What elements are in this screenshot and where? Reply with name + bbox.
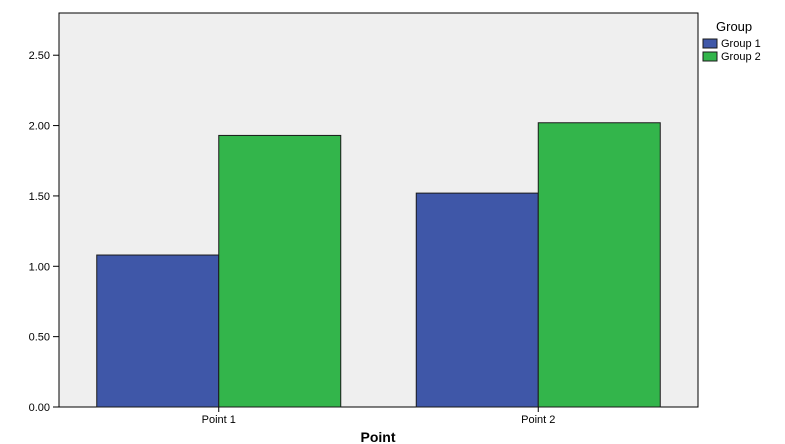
y-tick-label: 2.00 bbox=[29, 121, 50, 133]
x-tick-label: Point 1 bbox=[202, 414, 236, 426]
legend-swatch-group-2 bbox=[702, 51, 718, 62]
bar-group-2-point-2 bbox=[537, 122, 661, 408]
bars-layer bbox=[96, 122, 661, 408]
y-axis: 0.00 0.50 1.00 1.50 2.00 2.50 bbox=[29, 50, 59, 414]
legend-title: Group bbox=[716, 19, 752, 34]
y-tick-label: 1.00 bbox=[29, 261, 50, 273]
x-axis: Point 1 Point 2 bbox=[202, 407, 555, 426]
bar-group-1-point-1 bbox=[96, 254, 220, 408]
x-axis-title: Point bbox=[361, 429, 396, 444]
y-tick-label: 0.00 bbox=[29, 402, 50, 414]
legend-label-group-1: Group 1 bbox=[721, 38, 761, 50]
y-tick-label: 2.50 bbox=[29, 50, 50, 62]
y-tick-label: 0.50 bbox=[29, 332, 50, 344]
legend-swatch-group-1 bbox=[702, 38, 718, 49]
bar-group-1-point-2 bbox=[415, 192, 539, 408]
bar-group-2-point-1 bbox=[218, 134, 342, 408]
legend-label-group-2: Group 2 bbox=[721, 51, 761, 63]
x-tick-label: Point 2 bbox=[521, 414, 555, 426]
y-tick-label: 1.50 bbox=[29, 191, 50, 203]
